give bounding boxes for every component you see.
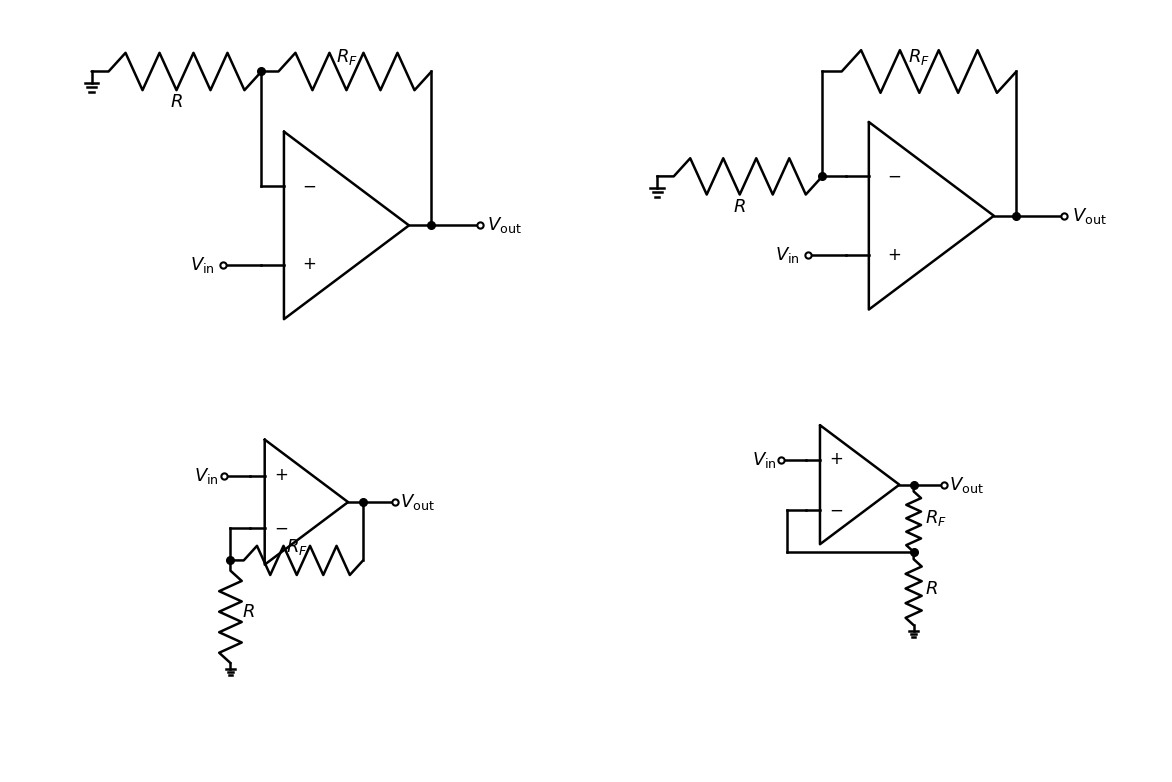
Text: $V_{\rm out}$: $V_{\rm out}$ [949, 475, 983, 495]
Text: $V_{\rm in}$: $V_{\rm in}$ [776, 246, 800, 265]
Text: $V_{\rm in}$: $V_{\rm in}$ [751, 450, 776, 470]
Text: $+$: $+$ [274, 468, 288, 484]
Text: $V_{\rm out}$: $V_{\rm out}$ [1072, 206, 1106, 226]
Text: $-$: $-$ [274, 520, 288, 537]
Text: $-$: $-$ [887, 168, 901, 185]
Text: $V_{\rm in}$: $V_{\rm in}$ [195, 466, 219, 486]
Text: $R$: $R$ [734, 198, 747, 216]
Text: $R_F$: $R_F$ [286, 537, 308, 558]
Text: $R_F$: $R_F$ [925, 508, 947, 529]
Text: $+$: $+$ [829, 451, 843, 468]
Text: $-$: $-$ [829, 501, 843, 518]
Text: $V_{\rm out}$: $V_{\rm out}$ [401, 492, 435, 512]
Text: $-$: $-$ [302, 178, 316, 195]
Text: $R$: $R$ [241, 603, 254, 621]
Text: $R$: $R$ [170, 92, 183, 111]
Text: $V_{\rm out}$: $V_{\rm out}$ [488, 215, 522, 235]
Text: $R_F$: $R_F$ [908, 47, 931, 66]
Text: $R$: $R$ [925, 579, 938, 597]
Text: $R_F$: $R_F$ [335, 47, 357, 66]
Text: $+$: $+$ [302, 256, 316, 273]
Text: $V_{\rm in}$: $V_{\rm in}$ [191, 255, 216, 274]
Text: $+$: $+$ [887, 246, 901, 264]
